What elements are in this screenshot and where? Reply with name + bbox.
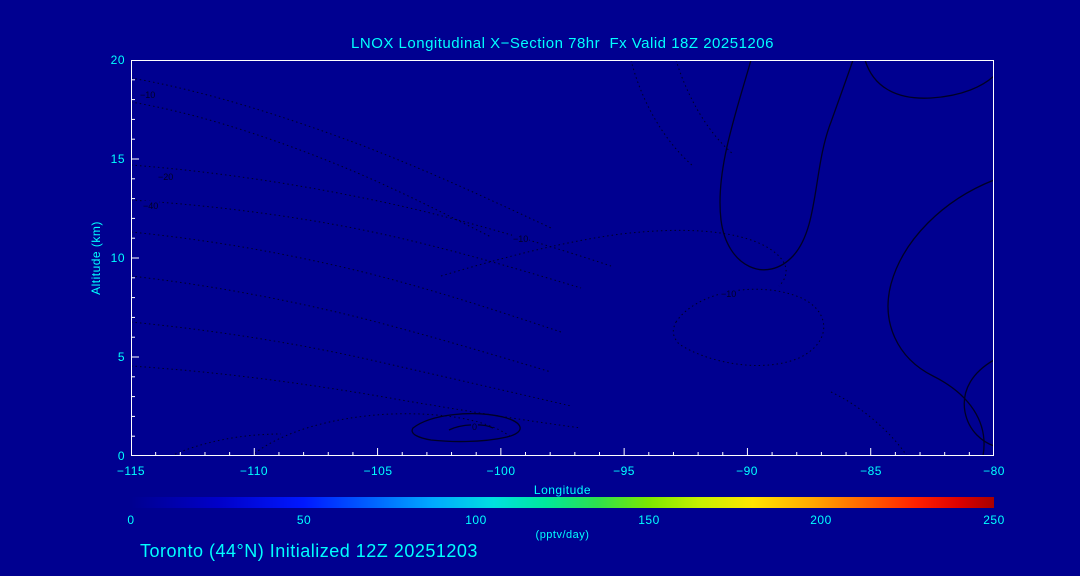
colorbar-units-label: (pptv/day) xyxy=(535,529,590,541)
colorbar-tick-label: 250 xyxy=(983,513,1005,527)
contour-label: −10 xyxy=(720,289,738,299)
colorbar-tick-label: 0 xyxy=(127,513,135,527)
y-tick-label: 5 xyxy=(117,350,125,364)
plot-area: −10 −20 −40 −10 −10 0 xyxy=(131,60,994,456)
y-tick-label: 0 xyxy=(117,449,125,463)
x-tick-label: −90 xyxy=(736,464,758,478)
x-tick-label: −115 xyxy=(116,464,146,478)
contour-label: 0 xyxy=(471,422,479,432)
colorbar-gradient xyxy=(131,497,994,508)
zero-contour-lines xyxy=(411,60,994,456)
chart-title: LNOX Longitudinal X−Section 78hr Fx Vali… xyxy=(351,35,774,52)
x-tick-label: −100 xyxy=(486,464,516,478)
contour-plot-svg xyxy=(131,60,994,456)
plot-frame xyxy=(131,60,994,456)
colorbar-tick-label: 200 xyxy=(810,513,832,527)
x-axis-label: Longitude xyxy=(533,483,592,497)
x-tick-label: −95 xyxy=(613,464,635,478)
contour-label: −10 xyxy=(512,234,530,244)
y-tick-label: 20 xyxy=(110,53,125,67)
negative-contour-lines xyxy=(131,60,908,456)
x-tick-label: −105 xyxy=(363,464,393,478)
footer-annotation: Toronto (44°N) Initialized 12Z 20251203 xyxy=(140,541,478,561)
colorbar-tick-label: 50 xyxy=(296,513,312,527)
contour-label: −10 xyxy=(139,90,157,100)
x-tick-label: −80 xyxy=(983,464,1005,478)
x-tick-label: −85 xyxy=(860,464,882,478)
y-tick-label: 15 xyxy=(110,152,125,166)
x-tick-label: −110 xyxy=(239,464,269,478)
colorbar-tick-label: 150 xyxy=(638,513,660,527)
axis-tick-marks xyxy=(131,60,994,456)
contour-label: −20 xyxy=(157,172,175,182)
y-axis-label: Altitude (km) xyxy=(89,221,103,295)
colorbar-tick-label: 100 xyxy=(465,513,487,527)
contour-label: −40 xyxy=(142,201,160,211)
y-tick-label: 10 xyxy=(110,251,125,265)
